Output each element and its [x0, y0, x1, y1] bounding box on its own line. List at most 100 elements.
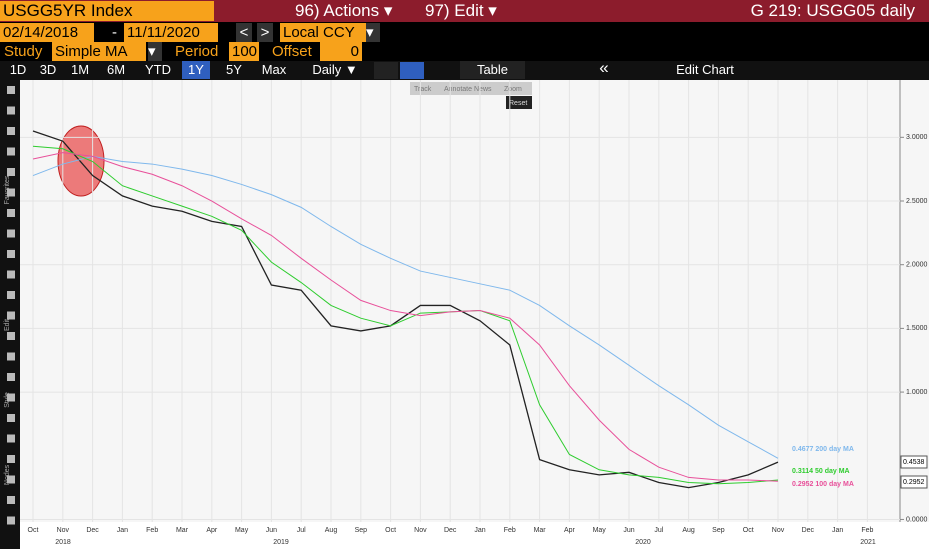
- study[interactable]: Simple MA: [52, 42, 146, 61]
- x-tick-label: Aug: [682, 527, 695, 534]
- tool-icon: [7, 434, 15, 443]
- side-label: Edit: [4, 319, 11, 331]
- range-button[interactable]: 3D: [39, 62, 57, 77]
- series-line: [32, 155, 779, 459]
- period-label: Period: [175, 43, 219, 60]
- x-tick-label: Nov: [57, 527, 70, 534]
- tool-icon: [7, 496, 15, 504]
- tool-icon: [7, 455, 15, 463]
- x-tick-label: Dec: [86, 527, 99, 534]
- x-tick-label: Jul: [654, 527, 663, 534]
- x-tick-label: Aug: [325, 527, 338, 534]
- range-button[interactable]: 5Y: [226, 62, 242, 77]
- x-tick-label: Apr: [206, 527, 218, 534]
- year-label: 2020: [635, 539, 651, 546]
- x-tick-label: Oct: [385, 527, 396, 534]
- series-line: [32, 130, 779, 489]
- date-row: 02/14/2018 - 11/11/2020 < > Local CCY ▾: [0, 22, 929, 42]
- x-tick-label: Jul: [297, 527, 306, 534]
- x-tick-label: Sep: [712, 527, 725, 534]
- y-tick-label: 0.0000: [906, 516, 928, 523]
- tool-icon: [7, 209, 15, 217]
- legend-label: 0.2952 100 day MA: [792, 481, 854, 488]
- tool-icon: [7, 352, 15, 361]
- x-tick-label: Nov: [414, 527, 427, 534]
- tool-icon: [7, 250, 15, 258]
- edit-menu[interactable]: 97) Edit ▾: [425, 1, 497, 20]
- tool-icon: [7, 106, 15, 115]
- next-button[interactable]: >: [257, 23, 273, 42]
- tool-icon: [7, 414, 15, 422]
- tool-icon: [7, 147, 15, 156]
- x-tick-label: Feb: [146, 527, 158, 534]
- tool-icon: [7, 86, 15, 94]
- line-icon[interactable]: [374, 62, 398, 79]
- prev-button[interactable]: <: [236, 23, 252, 42]
- end-date[interactable]: 11/11/2020: [124, 23, 218, 42]
- x-tick-label: Apr: [564, 527, 576, 534]
- tool-icon: [7, 291, 15, 299]
- x-tick-label: Feb: [861, 527, 873, 534]
- bar-icon[interactable]: [400, 62, 424, 79]
- mini-tool: Annotate: [444, 86, 472, 93]
- plot-background: [20, 80, 929, 549]
- range-button[interactable]: 1D: [9, 62, 27, 77]
- study-label: Study: [4, 43, 43, 60]
- study-dropdown[interactable]: ▾: [148, 42, 162, 61]
- series-line: [32, 145, 779, 485]
- collapse-button[interactable]: «: [599, 58, 609, 77]
- range-button[interactable]: 1M: [70, 62, 90, 77]
- currency[interactable]: Local CCY: [280, 23, 366, 42]
- y-tick-label: 1.5000: [906, 325, 928, 332]
- offset-label: Offset: [272, 43, 312, 60]
- y-tick-label: 1.0000: [906, 389, 928, 396]
- y-tick-label: 3.0000: [906, 134, 928, 141]
- last-value-label: 0.4538: [903, 459, 925, 466]
- range-button[interactable]: 1Y: [182, 61, 210, 79]
- last-value-box: [900, 475, 928, 489]
- tool-icon: [7, 229, 15, 238]
- legend-label: 0.4677 200 day MA: [792, 446, 854, 453]
- legend-label: 0.3114 50 day MA: [792, 468, 850, 475]
- tool-icon: [7, 270, 15, 279]
- reset-label: Reset: [509, 100, 527, 107]
- frequency[interactable]: Daily ▼: [312, 62, 358, 77]
- last-value-label: 0.2952: [903, 479, 925, 486]
- ticker[interactable]: USGG5YR Index: [0, 1, 214, 21]
- tool-icon: [7, 168, 15, 176]
- last-value-box: [900, 455, 928, 469]
- x-axis-band: [20, 522, 929, 549]
- tool-icon: [7, 373, 15, 381]
- mini-tool: News: [474, 86, 492, 93]
- currency-dropdown[interactable]: ▾: [366, 23, 380, 42]
- x-tick-label: Oct: [28, 527, 39, 534]
- year-label: 2019: [273, 539, 289, 546]
- y-tick-label: 2.5000: [906, 198, 928, 205]
- x-tick-label: Jan: [832, 527, 843, 534]
- start-date[interactable]: 02/14/2018: [0, 23, 94, 42]
- actions-menu[interactable]: 96) Actions ▾: [295, 1, 393, 20]
- x-tick-label: Jun: [266, 527, 277, 534]
- edit-chart[interactable]: Edit Chart: [676, 62, 734, 77]
- dash: -: [112, 24, 117, 41]
- x-tick-label: Jan: [117, 527, 128, 534]
- mini-tool: Track: [414, 86, 432, 93]
- tool-icon: [7, 127, 15, 135]
- x-tick-label: Dec: [444, 527, 457, 534]
- range-button[interactable]: 6M: [106, 62, 126, 77]
- x-tick-label: Mar: [534, 527, 547, 534]
- x-tick-label: Nov: [772, 527, 785, 534]
- range-button[interactable]: YTD: [145, 62, 171, 77]
- offset[interactable]: 0: [320, 42, 362, 61]
- period[interactable]: 100: [229, 42, 259, 61]
- title-bar: USGG5YR Index 96) Actions ▾ 97) Edit ▾ G…: [0, 0, 929, 22]
- range-button[interactable]: Max: [261, 62, 287, 77]
- year-label: 2018: [55, 539, 71, 546]
- toolbar: Daily ▼ Table « Edit Chart 1D 3D 1M 6M YTD 1Y…: [0, 58, 929, 80]
- table-button[interactable]: Table: [460, 61, 525, 79]
- x-tick-label: Oct: [743, 527, 754, 534]
- tool-icon: [7, 332, 15, 340]
- tool-icon: [7, 311, 15, 320]
- reset-button[interactable]: [506, 96, 532, 109]
